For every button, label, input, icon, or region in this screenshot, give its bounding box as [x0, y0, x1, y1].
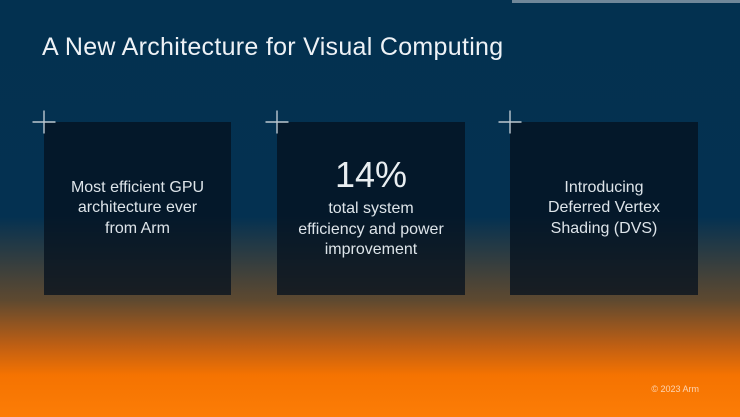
crosshair-icon: [265, 110, 289, 134]
crosshair-icon: [498, 110, 522, 134]
card-text-line: Most efficient GPU: [70, 178, 205, 196]
slide-title: A New Architecture for Visual Computing: [42, 33, 504, 61]
copyright-text: © 2023 Arm: [651, 384, 699, 394]
card-text-line: improvement: [324, 241, 418, 259]
card-headline: 14%: [334, 154, 408, 196]
card-text-line: architecture ever: [77, 199, 198, 217]
card-text-line: total system: [328, 200, 414, 218]
card-deferred-vertex-shading: Introducing Deferred Vertex Shading (DVS…: [498, 110, 698, 295]
card-text-line: from Arm: [105, 219, 170, 237]
crosshair-icon: [32, 110, 56, 134]
card-text-line: efficiency and power: [298, 220, 444, 238]
top-edge-accent-bar: [512, 0, 740, 3]
card-most-efficient-gpu: Most efficient GPU architecture ever fro…: [32, 110, 231, 295]
card-text-line: Deferred Vertex: [547, 199, 661, 217]
card-14-percent: 14% total system efficiency and power im…: [265, 110, 465, 295]
card-text-line: Introducing: [564, 178, 644, 196]
card-text-line: Shading (DVS): [550, 219, 658, 237]
